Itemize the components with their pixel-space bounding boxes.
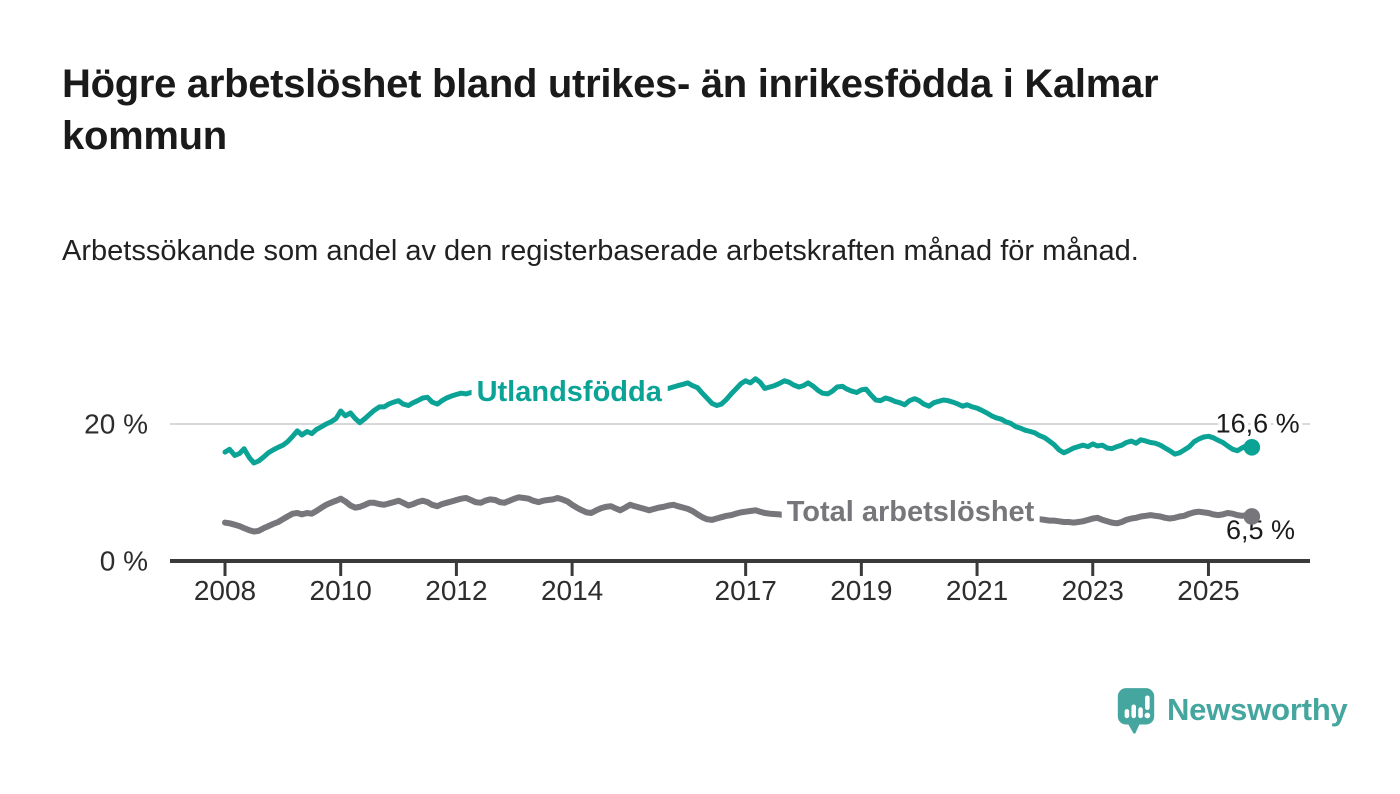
x-tick-label: 2008 — [194, 575, 256, 606]
x-tick-label: 2014 — [541, 575, 603, 606]
chart-subtitle: Arbetssökande som andel av den registerb… — [62, 235, 1139, 267]
x-tick-label: 2019 — [830, 575, 892, 606]
y-tick-label: 0 % — [100, 546, 148, 577]
series-line — [222, 494, 1255, 535]
series-label: Utlandsfödda — [477, 376, 663, 408]
x-tick-label: 2023 — [1062, 575, 1124, 606]
series-end-value-label: 16,6 % — [1216, 408, 1300, 438]
series-label-mask — [471, 374, 668, 409]
newsworthy-icon — [1117, 688, 1155, 734]
chart-title: Högre arbetslöshet bland utrikes- än inr… — [62, 62, 1159, 158]
series-label-mask — [781, 495, 1040, 530]
x-tick-label: 2025 — [1177, 575, 1239, 606]
x-tick-label: 2010 — [310, 575, 372, 606]
series-line — [222, 376, 1255, 466]
series-end-dot — [1243, 438, 1261, 456]
newsworthy-logo: Newsworthy — [1116, 686, 1348, 734]
series-end-dot — [1243, 508, 1261, 525]
series-label: Total arbetslöshet — [787, 496, 1035, 528]
y-tick-label: 20 % — [84, 409, 148, 440]
x-tick-label: 2017 — [715, 575, 777, 606]
x-tick-label: 2021 — [946, 575, 1008, 606]
series-end-value-label: 6,5 % — [1226, 515, 1295, 545]
newsworthy-wordmark: Newsworthy — [1167, 692, 1348, 727]
x-tick-label: 2012 — [425, 575, 487, 606]
